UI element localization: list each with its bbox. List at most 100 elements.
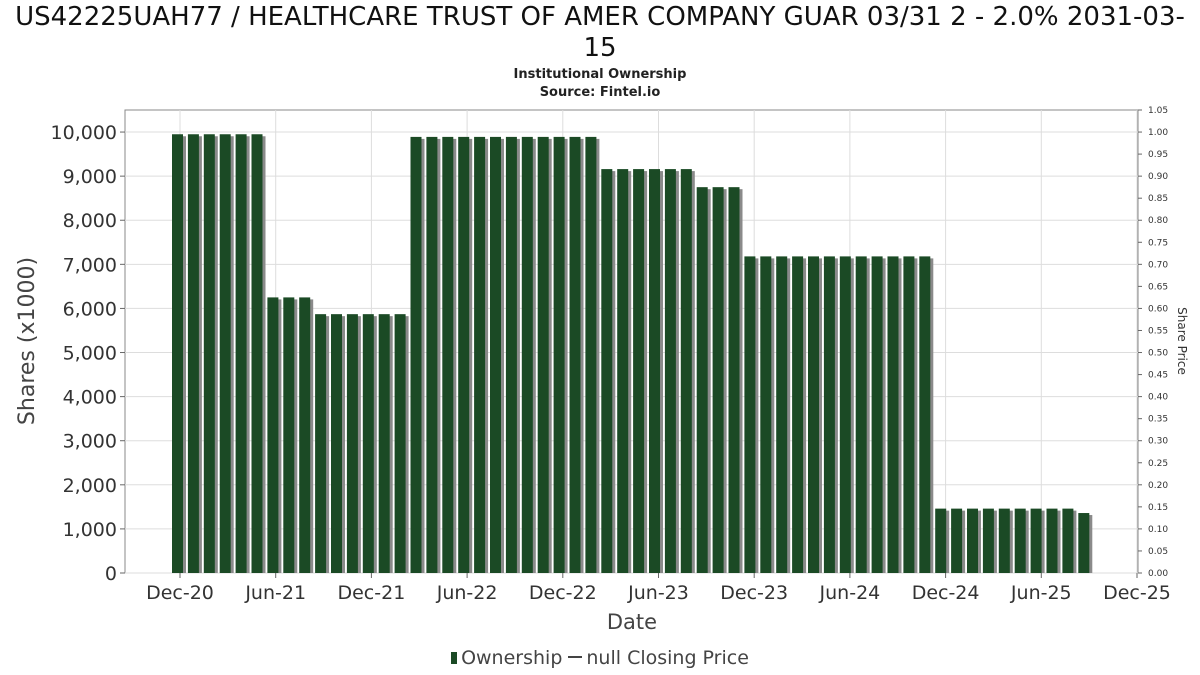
- y2-tick-label: 0.75: [1148, 238, 1168, 248]
- ownership-bar: [362, 314, 374, 573]
- y2-tick-label: 0.25: [1148, 459, 1168, 469]
- x-axis-title: Date: [607, 610, 657, 634]
- ownership-bar: [394, 314, 406, 573]
- chart-legend: Ownership null Closing Price: [0, 647, 1200, 669]
- x-tick-label: Jun-25: [1010, 582, 1072, 604]
- y2-tick-label: 0.20: [1148, 481, 1168, 491]
- y2-tick-label: 0.10: [1148, 525, 1168, 535]
- ownership-bar: [474, 136, 486, 573]
- ownership-bar: [283, 297, 295, 573]
- ownership-bar: [569, 136, 581, 573]
- y2-tick-label: 1.05: [1148, 106, 1168, 116]
- price-legend-line: [568, 656, 583, 658]
- ownership-bar: [760, 256, 772, 573]
- ownership-bar: [871, 256, 883, 573]
- chart-subtitle: Institutional Ownership: [513, 67, 687, 82]
- ownership-bar: [537, 136, 549, 573]
- y-tick-label: 3,000: [63, 431, 117, 453]
- ownership-bar: [680, 169, 692, 573]
- x-tick-label: Jun-21: [244, 582, 306, 604]
- y-tick-label: 8,000: [63, 210, 117, 232]
- ownership-bar: [919, 256, 931, 573]
- x-tick-label: Jun-23: [627, 582, 689, 604]
- ownership-bar: [776, 256, 788, 573]
- y2-axis-title: Share Price: [1175, 307, 1189, 375]
- ownership-bar: [649, 169, 660, 573]
- ownership-bar: [601, 169, 613, 573]
- ownership-bar: [203, 134, 215, 573]
- x-tick-label: Dec-22: [529, 582, 597, 604]
- chart-source: Source: Fintel.io: [539, 85, 661, 100]
- y2-tick-label: 0.80: [1148, 216, 1168, 226]
- y2-tick-label: 0.30: [1148, 437, 1168, 447]
- ownership-bar: [1046, 508, 1058, 573]
- y2-tick-label: 0.35: [1148, 415, 1168, 425]
- x-tick-label: Dec-25: [1103, 582, 1171, 604]
- ownership-bar: [887, 256, 899, 573]
- y2-tick-label: 0.15: [1148, 503, 1168, 513]
- ownership-bar: [808, 256, 819, 573]
- legend-label-ownership: Ownership: [461, 647, 563, 669]
- legend-label-price: null Closing Price: [586, 647, 749, 669]
- y-tick-label: 5,000: [63, 343, 117, 365]
- y2-tick-label: 0.50: [1148, 349, 1168, 359]
- ownership-bar: [967, 508, 978, 573]
- ownership-bar: [982, 508, 994, 573]
- y2-tick-label: 0.70: [1148, 260, 1168, 270]
- ownership-bar: [235, 134, 247, 573]
- ownership-bar: [855, 256, 867, 573]
- x-tick-label: Jun-22: [436, 582, 498, 604]
- y2-tick-label: 0.40: [1148, 393, 1168, 403]
- ownership-bar: [823, 256, 835, 573]
- ownership-bar: [346, 314, 358, 573]
- y2-tick-label: 0.65: [1148, 282, 1168, 292]
- y-tick-label: 0: [105, 563, 117, 585]
- x-tick-label: Dec-24: [912, 582, 980, 604]
- y-tick-label: 1,000: [63, 519, 117, 541]
- ownership-bar: [903, 256, 915, 573]
- x-tick-label: Dec-20: [146, 582, 214, 604]
- ownership-legend-swatch: [451, 652, 458, 664]
- y2-tick-label: 0.60: [1148, 304, 1168, 314]
- ownership-bar: [378, 314, 390, 573]
- ownership-bar: [712, 187, 724, 573]
- ownership-bar: [410, 136, 422, 573]
- y2-tick-label: 0.85: [1148, 194, 1168, 204]
- ownership-bar: [935, 508, 947, 573]
- ownership-bar: [1062, 508, 1074, 573]
- y-tick-label: 4,000: [63, 387, 117, 409]
- ownership-bar: [585, 136, 597, 573]
- y-tick-label: 2,000: [63, 475, 117, 497]
- ownership-bar: [187, 134, 199, 573]
- ownership-bar: [442, 136, 454, 573]
- ownership-bar: [1014, 508, 1026, 573]
- ownership-bar: [998, 508, 1010, 573]
- ownership-bar: [633, 169, 645, 573]
- ownership-bar: [458, 136, 470, 573]
- ownership-bar: [490, 136, 501, 573]
- x-tick-label: Jun-24: [819, 582, 881, 604]
- ownership-bar: [521, 136, 533, 573]
- y-tick-label: 7,000: [63, 254, 117, 276]
- ownership-bar: [315, 314, 327, 573]
- ownership-bar: [299, 297, 311, 573]
- ownership-bar: [839, 256, 851, 573]
- ownership-bar: [331, 314, 342, 573]
- ownership-bar: [267, 297, 279, 573]
- y2-tick-label: 1.00: [1148, 128, 1168, 138]
- ownership-bar: [664, 169, 676, 573]
- ownership-bar: [426, 136, 438, 573]
- ownership-bar: [251, 134, 263, 573]
- x-tick-label: Dec-23: [720, 582, 788, 604]
- ownership-bar: [951, 508, 963, 573]
- y2-tick-label: 0.45: [1148, 371, 1168, 381]
- y2-tick-label: 0.55: [1148, 326, 1168, 336]
- y2-tick-label: 0.00: [1148, 569, 1168, 579]
- y-tick-label: 10,000: [51, 122, 117, 144]
- ownership-bar: [1030, 508, 1042, 573]
- ownership-bar: [792, 256, 804, 573]
- chart-title: US42225UAH77 / HEALTHCARE TRUST OF AMER …: [15, 2, 1185, 63]
- y-tick-label: 9,000: [63, 166, 117, 188]
- y-tick-label: 6,000: [63, 298, 117, 320]
